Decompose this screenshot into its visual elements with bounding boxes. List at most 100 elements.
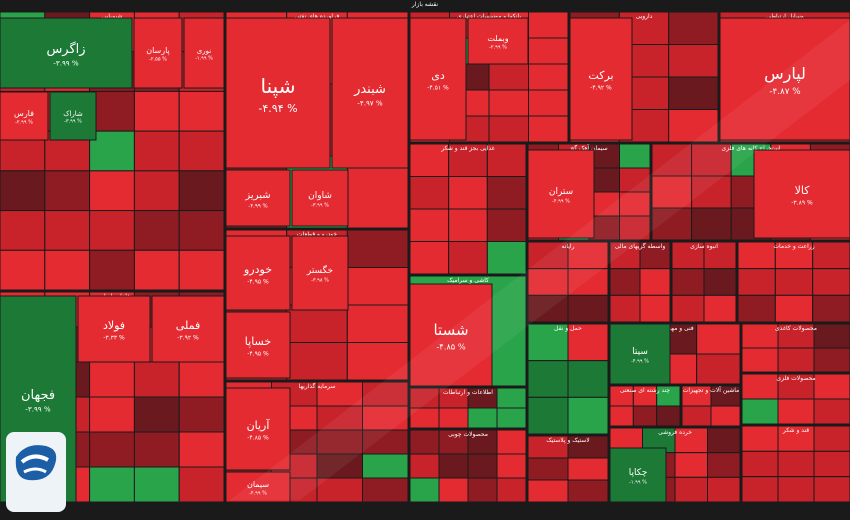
stock-tile[interactable]	[639, 294, 671, 323]
labeled-stock-tile[interactable]: برکت -۴.۹۲ %	[569, 17, 633, 141]
stock-tile[interactable]	[707, 452, 741, 478]
labeled-tile-rect[interactable]	[719, 17, 850, 141]
labeled-tile-rect[interactable]	[291, 169, 349, 227]
stock-tile[interactable]	[681, 405, 712, 427]
stock-tile[interactable]	[619, 143, 651, 169]
stock-tile[interactable]	[89, 361, 135, 398]
stock-tile[interactable]	[467, 407, 498, 429]
stock-tile[interactable]	[567, 457, 609, 481]
labeled-stock-tile[interactable]: ستران -۴.۹۹ %	[527, 149, 595, 239]
stock-tile[interactable]	[496, 453, 527, 479]
stock-tile[interactable]	[527, 294, 569, 323]
labeled-tile-rect[interactable]	[133, 17, 183, 89]
labeled-stock-tile[interactable]: سیتا -۴.۹۹ %	[609, 323, 671, 385]
stock-tile[interactable]	[703, 268, 737, 296]
stock-tile[interactable]	[178, 170, 225, 212]
stock-tile[interactable]	[409, 241, 450, 275]
stock-tile[interactable]	[496, 477, 527, 503]
stock-tile[interactable]	[316, 477, 363, 503]
stock-tile[interactable]	[528, 115, 569, 143]
stock-tile[interactable]	[813, 476, 850, 503]
stock-tile[interactable]	[567, 323, 609, 362]
stock-tile[interactable]	[609, 405, 634, 427]
stock-tile[interactable]	[178, 130, 225, 172]
labeled-stock-tile[interactable]: فارس -۲.۹۹ %	[0, 91, 49, 141]
labeled-stock-tile[interactable]: شبندر-۴.۹۷ %	[331, 17, 409, 169]
labeled-stock-tile[interactable]: زاگرس-۳.۹۹ %	[0, 17, 133, 89]
stock-tile[interactable]	[0, 249, 46, 291]
stock-tile[interactable]	[567, 479, 609, 503]
labeled-stock-tile[interactable]: دی -۴.۵۱ %	[409, 17, 467, 141]
stock-tile[interactable]	[737, 241, 776, 270]
labeled-stock-tile[interactable]: فملی -۳.۹۲ %	[151, 295, 225, 363]
stock-tile[interactable]	[527, 396, 569, 435]
stock-tile[interactable]	[609, 268, 641, 296]
stock-tile[interactable]	[409, 208, 450, 242]
stock-tile[interactable]	[777, 476, 815, 503]
stock-tile[interactable]	[777, 450, 815, 478]
stock-tile[interactable]	[178, 466, 225, 503]
stock-tile[interactable]	[409, 477, 440, 503]
stock-tile[interactable]	[409, 453, 440, 479]
labeled-stock-tile[interactable]: خساپا -۴.۹۵ %	[225, 311, 291, 379]
stock-tile[interactable]	[346, 304, 409, 343]
stock-tile[interactable]	[812, 294, 850, 323]
labeled-stock-tile[interactable]: پارسان -۲.۵۵ %	[133, 17, 183, 89]
labeled-tile-rect[interactable]	[527, 149, 595, 239]
stock-tile[interactable]	[89, 466, 135, 503]
labeled-stock-tile[interactable]: شبریز -۴.۹۹ %	[225, 169, 291, 227]
labeled-tile-rect[interactable]	[225, 169, 291, 227]
stock-tile[interactable]	[44, 170, 91, 212]
stock-tile[interactable]	[774, 294, 814, 323]
labeled-stock-tile[interactable]: فولاد -۳.۳۳ %	[77, 295, 151, 363]
stock-tile[interactable]	[438, 453, 469, 479]
stock-tile[interactable]	[707, 427, 741, 454]
stock-tile[interactable]	[438, 429, 469, 455]
stock-tile[interactable]	[741, 347, 779, 373]
stock-tile[interactable]	[619, 191, 651, 217]
stock-tile[interactable]	[703, 294, 737, 323]
stock-tile[interactable]	[710, 405, 741, 427]
stock-tile[interactable]	[741, 323, 779, 349]
labeled-tile-rect[interactable]	[77, 295, 151, 363]
stock-tile[interactable]	[362, 381, 409, 407]
stock-tile[interactable]	[777, 398, 815, 425]
stock-tile[interactable]	[696, 353, 741, 385]
stock-tile[interactable]	[567, 360, 609, 398]
stock-tile[interactable]	[467, 453, 498, 479]
stock-tile[interactable]	[133, 431, 180, 468]
labeled-stock-tile[interactable]: شاراک-۳.۹۹ %	[49, 91, 97, 141]
labeled-stock-tile[interactable]: آریان -۴.۸۵ %	[225, 387, 291, 471]
stock-tile[interactable]	[448, 208, 488, 242]
stock-tile[interactable]	[774, 268, 814, 296]
labeled-stock-tile[interactable]: سیمان -۴.۹۹ %	[225, 471, 291, 503]
stock-tile[interactable]	[448, 241, 488, 275]
stock-tile[interactable]	[671, 294, 705, 323]
stock-tile[interactable]	[737, 268, 776, 296]
stock-tile[interactable]	[813, 398, 850, 425]
stock-tile[interactable]	[741, 450, 779, 478]
stock-tile[interactable]	[812, 241, 850, 270]
stock-tile[interactable]	[639, 268, 671, 296]
stock-tile[interactable]	[741, 476, 779, 503]
labeled-tile-rect[interactable]	[569, 17, 633, 141]
stock-tile[interactable]	[527, 479, 569, 503]
stock-tile[interactable]	[346, 229, 409, 268]
labeled-tile-rect[interactable]	[49, 91, 97, 141]
stock-tile[interactable]	[133, 466, 180, 503]
stock-tile[interactable]	[488, 63, 529, 91]
labeled-tile-rect[interactable]	[225, 387, 291, 471]
stock-tile[interactable]	[528, 37, 569, 65]
labeled-tile-rect[interactable]	[183, 17, 225, 89]
stock-tile[interactable]	[488, 89, 529, 117]
stock-tile[interactable]	[362, 453, 409, 479]
stock-tile[interactable]	[671, 268, 705, 296]
stock-tile[interactable]	[496, 387, 527, 409]
stock-tile[interactable]	[44, 249, 91, 291]
labeled-stock-tile[interactable]: شاوان -۳.۹۹ %	[291, 169, 349, 227]
stock-tile[interactable]	[777, 347, 815, 373]
stock-tile[interactable]	[691, 207, 732, 241]
stock-tile[interactable]	[741, 373, 779, 400]
stock-tile[interactable]	[813, 347, 850, 373]
labeled-tile-rect[interactable]	[409, 17, 467, 141]
